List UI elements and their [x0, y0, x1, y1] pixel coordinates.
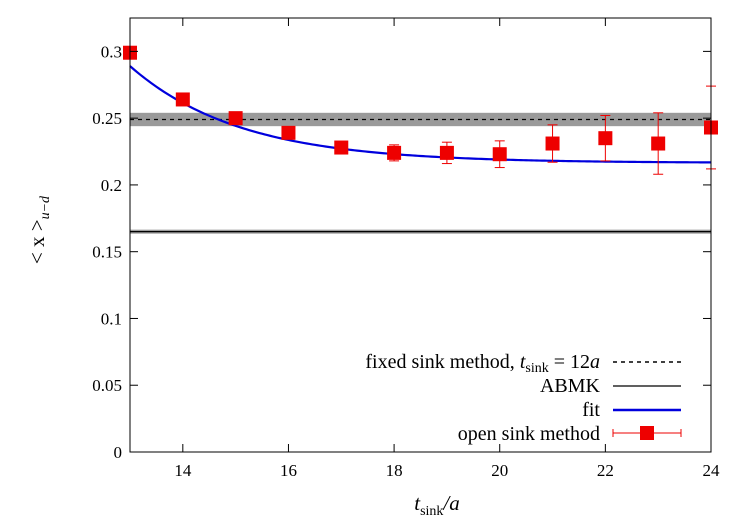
y-tick-label: 0.25 [92, 109, 122, 128]
data-point [598, 131, 613, 146]
fit-curve [129, 65, 712, 164]
x-tick-label: 22 [597, 461, 614, 480]
data-point [228, 111, 243, 126]
plot-frame [129, 17, 712, 453]
y-tick-label: 0 [114, 443, 123, 462]
legend-label-fit: fit [582, 399, 600, 421]
y-tick-label: 0.1 [101, 309, 122, 328]
data-point [281, 125, 296, 140]
data-point [651, 136, 666, 151]
legend-swatch-open-sink [612, 426, 682, 440]
data-point [439, 145, 454, 160]
x-tick-label: 14 [174, 461, 192, 480]
data-point [175, 92, 190, 107]
y-tick-label: 0.15 [92, 243, 122, 262]
legend-label-abmk: ABMK [540, 375, 601, 397]
legend-label-open-sink: open sink method [458, 423, 600, 445]
x-axis-label: tsink/a [414, 491, 460, 519]
plot-area [123, 45, 718, 234]
y-tick-label: 0.2 [101, 176, 122, 195]
data-point [334, 140, 349, 155]
axes: 0 0.05 0.1 0.15 0.2 0.25 0.3 14 16 18 20 22 24 [92, 17, 721, 480]
x-tick-label: 20 [491, 461, 508, 480]
legend: fixed sink method, tsink = 12a ABMK fit … [365, 351, 682, 445]
x-tick-label: 24 [703, 461, 721, 480]
legend-label-fixed-sink: fixed sink method, tsink = 12a [365, 351, 600, 376]
data-point [387, 145, 402, 160]
data-point [545, 136, 560, 151]
x-tick-label: 16 [280, 461, 297, 480]
x-tick-label: 18 [386, 461, 403, 480]
data-point [492, 147, 507, 162]
y-tick-label: 0.3 [101, 42, 122, 61]
y-tick-label: 0.05 [92, 376, 122, 395]
y-axis-label: < x >u−d [25, 195, 53, 264]
